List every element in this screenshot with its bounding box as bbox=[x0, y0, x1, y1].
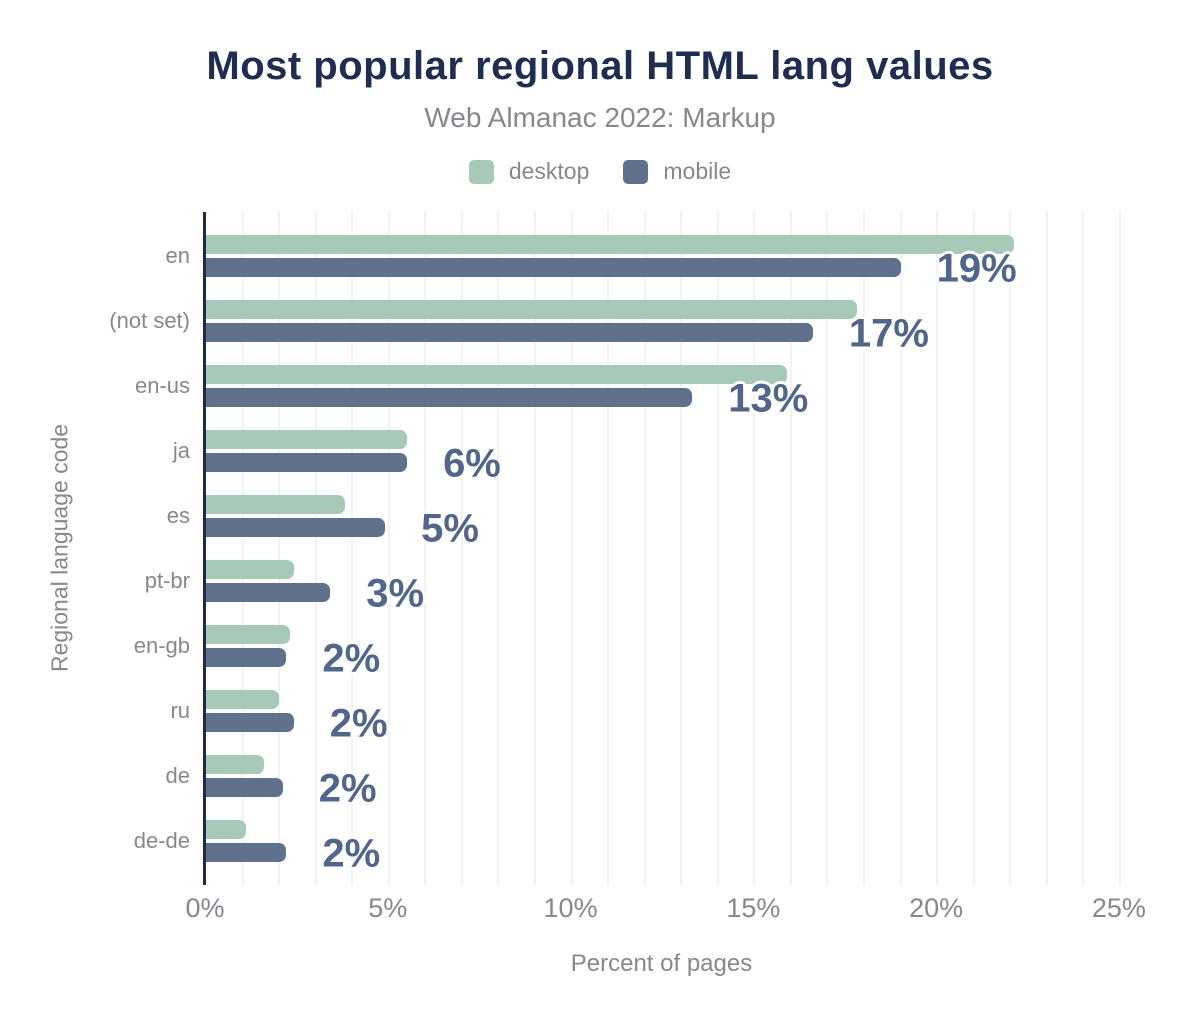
value-label-ru: 2% bbox=[329, 701, 388, 745]
gridline bbox=[424, 212, 427, 885]
bar-desktop-pt-br bbox=[206, 560, 294, 579]
x-tick-20%: 20% bbox=[909, 893, 964, 923]
value-label-en-us: 13% bbox=[728, 376, 809, 420]
bar-desktop-ja bbox=[206, 430, 408, 449]
value-label-en-gb: 2% bbox=[322, 636, 381, 680]
value-label-ja: 6% bbox=[443, 441, 501, 485]
category-label-en: en bbox=[165, 243, 190, 268]
category-axis-labels: en (not set) en-us ja es pt-br en-gb ru de de-de bbox=[0, 212, 190, 885]
x-axis-ticks: 0% 5% 10% 15% 20% 25% bbox=[0, 893, 1200, 925]
gridline bbox=[899, 212, 902, 885]
gridline bbox=[972, 212, 975, 885]
gridline bbox=[460, 212, 463, 885]
bar-desktop-de bbox=[206, 755, 265, 774]
bar-desktop-de-de bbox=[206, 820, 247, 839]
bar-mobile-es bbox=[206, 518, 386, 537]
x-axis-title: Percent of pages bbox=[570, 950, 753, 977]
bar-mobile-pt-br bbox=[206, 583, 331, 602]
category-label-en-gb: en-gb bbox=[133, 633, 190, 658]
legend-item-mobile: mobile bbox=[623, 158, 731, 185]
gridline bbox=[497, 212, 500, 885]
gridline bbox=[351, 212, 354, 885]
bar-mobile-ja bbox=[206, 453, 408, 472]
gridline bbox=[570, 212, 573, 885]
legend-item-desktop: desktop bbox=[468, 158, 590, 185]
value-label-en: 19% bbox=[936, 246, 1017, 290]
gridline bbox=[1118, 212, 1121, 885]
value-label-de: 2% bbox=[318, 766, 377, 810]
gridline bbox=[863, 212, 866, 885]
value-label-es: 5% bbox=[421, 506, 479, 550]
bar-desktop-es bbox=[206, 495, 345, 514]
bar-mobile-de-de bbox=[206, 843, 287, 862]
category-label-pt-br: pt-br bbox=[144, 568, 190, 593]
bar-desktop-ru bbox=[206, 690, 280, 709]
gridline bbox=[716, 212, 719, 885]
category-label-(not set): (not set) bbox=[109, 308, 190, 333]
category-label-ja: ja bbox=[172, 438, 190, 463]
gridline bbox=[241, 212, 244, 885]
gridline bbox=[1082, 212, 1085, 885]
gridline bbox=[387, 212, 390, 885]
category-label-de-de: de-de bbox=[133, 828, 190, 853]
gridline bbox=[789, 212, 792, 885]
legend-label-desktop: desktop bbox=[508, 158, 590, 184]
gridline bbox=[680, 212, 683, 885]
gridline bbox=[1045, 212, 1048, 885]
gridline bbox=[534, 212, 536, 885]
bar-mobile-(not set) bbox=[206, 323, 813, 342]
legend-label-mobile: mobile bbox=[663, 158, 732, 184]
desktop-swatch-icon bbox=[468, 159, 494, 184]
x-tick-15%: 15% bbox=[726, 893, 781, 923]
mobile-swatch-icon bbox=[623, 159, 649, 184]
x-tick-25%: 25% bbox=[1091, 893, 1146, 923]
gridline bbox=[278, 212, 281, 885]
bar-desktop-en-us bbox=[206, 365, 788, 384]
value-label-pt-br: 3% bbox=[366, 571, 425, 615]
legend: desktop mobile bbox=[0, 158, 1200, 185]
gridline bbox=[607, 212, 610, 885]
bar-mobile-de bbox=[206, 778, 283, 797]
x-tick-10%: 10% bbox=[543, 893, 598, 923]
bar-desktop-(not set) bbox=[206, 300, 857, 319]
gridline bbox=[314, 212, 317, 885]
chart-title: Most popular regional HTML lang values bbox=[206, 44, 994, 88]
value-label-de-de: 2% bbox=[322, 831, 381, 875]
bar-mobile-en-gb bbox=[206, 648, 287, 667]
category-label-es: es bbox=[166, 503, 190, 528]
bar-mobile-en-us bbox=[206, 388, 693, 407]
category-label-en-us: en-us bbox=[134, 373, 190, 398]
gridline bbox=[936, 212, 939, 885]
gridline bbox=[753, 212, 756, 885]
gridline bbox=[1009, 212, 1012, 885]
x-tick-0%: 0% bbox=[185, 893, 225, 923]
bar-mobile-en bbox=[206, 258, 901, 277]
plot-area: 19% 17% 13% 6% 5% 3% 2% 2% 2% 2% bbox=[203, 212, 1151, 885]
bar-desktop-en bbox=[206, 235, 1014, 254]
gridline bbox=[826, 212, 829, 885]
category-label-de: de bbox=[165, 763, 190, 788]
bar-mobile-ru bbox=[206, 713, 294, 732]
value-label-(not set): 17% bbox=[848, 311, 929, 355]
bar-desktop-en-gb bbox=[206, 625, 291, 644]
chart-subtitle: Web Almanac 2022: Markup bbox=[424, 102, 776, 133]
x-tick-5%: 5% bbox=[368, 893, 408, 923]
category-label-ru: ru bbox=[170, 698, 190, 723]
gridline bbox=[643, 212, 646, 885]
